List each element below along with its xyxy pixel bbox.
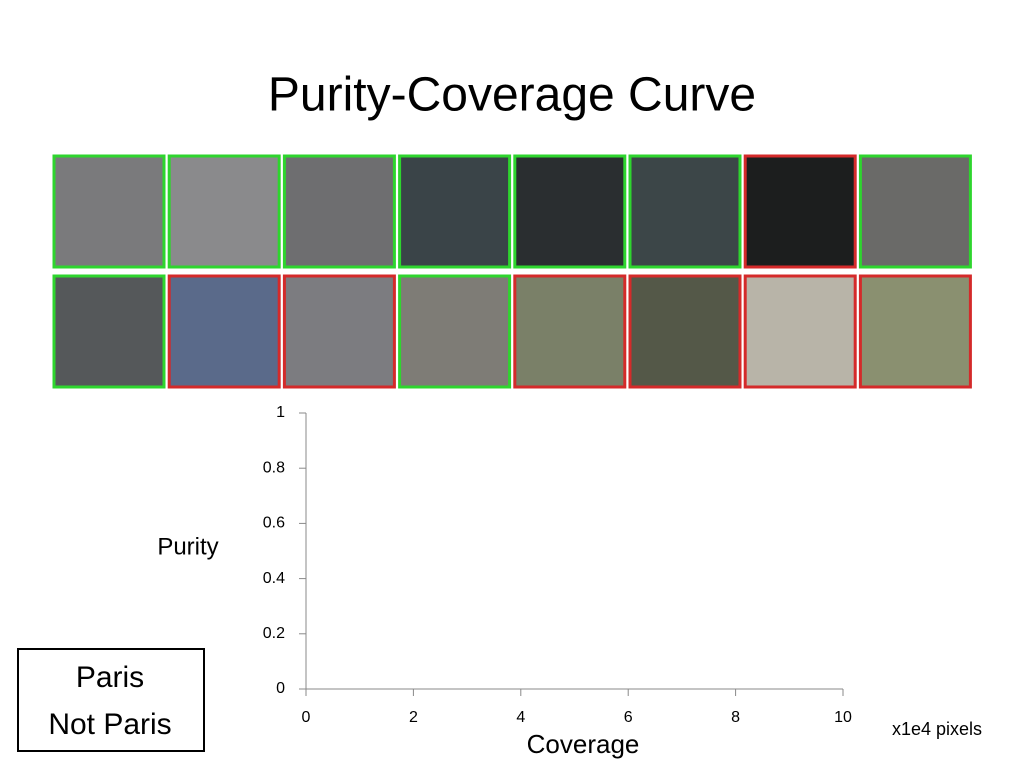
thumbnail: [167, 274, 281, 389]
thumbnail: [513, 154, 627, 269]
y-tick-label: 0.8: [263, 459, 285, 476]
y-tick-label: 1: [276, 404, 285, 421]
thumbnail: [628, 154, 742, 269]
thumbnail: [858, 154, 972, 269]
thumbnail: [167, 154, 281, 269]
thumbnail: [52, 154, 166, 269]
x-tick-label: 4: [516, 709, 525, 726]
y-tick-label: 0.2: [263, 625, 285, 642]
y-axis-label: Purity: [157, 533, 218, 560]
y-tick-label: 0.6: [263, 515, 285, 532]
thumbnail: [52, 274, 166, 389]
thumbnail: [398, 154, 512, 269]
x-tick-label: 0: [302, 709, 311, 726]
x-axis-label: Coverage: [527, 729, 640, 759]
thumbnail: [743, 154, 857, 269]
y-tick-label: 0: [276, 680, 285, 697]
thumbnail: [858, 274, 972, 389]
legend-box: [17, 648, 205, 752]
x-tick-label: 6: [624, 709, 633, 726]
x-unit-note: x1e4 pixels: [892, 719, 982, 739]
legend-entry: Paris: [76, 661, 144, 694]
legend-entry: Not Paris: [48, 708, 171, 741]
thumbnail: [282, 154, 396, 269]
x-tick-label: 10: [834, 709, 852, 726]
thumbnail: [398, 274, 512, 389]
thumbnail: [282, 274, 396, 389]
slide-title: Purity-Coverage Curve: [268, 69, 756, 122]
x-tick-label: 8: [731, 709, 740, 726]
thumbnail: [513, 274, 627, 389]
thumbnail: [743, 274, 857, 389]
thumbnail: [628, 274, 742, 389]
thumbnail-grid: [52, 154, 972, 389]
x-tick-label: 2: [409, 709, 418, 726]
y-tick-label: 0.4: [263, 570, 285, 587]
